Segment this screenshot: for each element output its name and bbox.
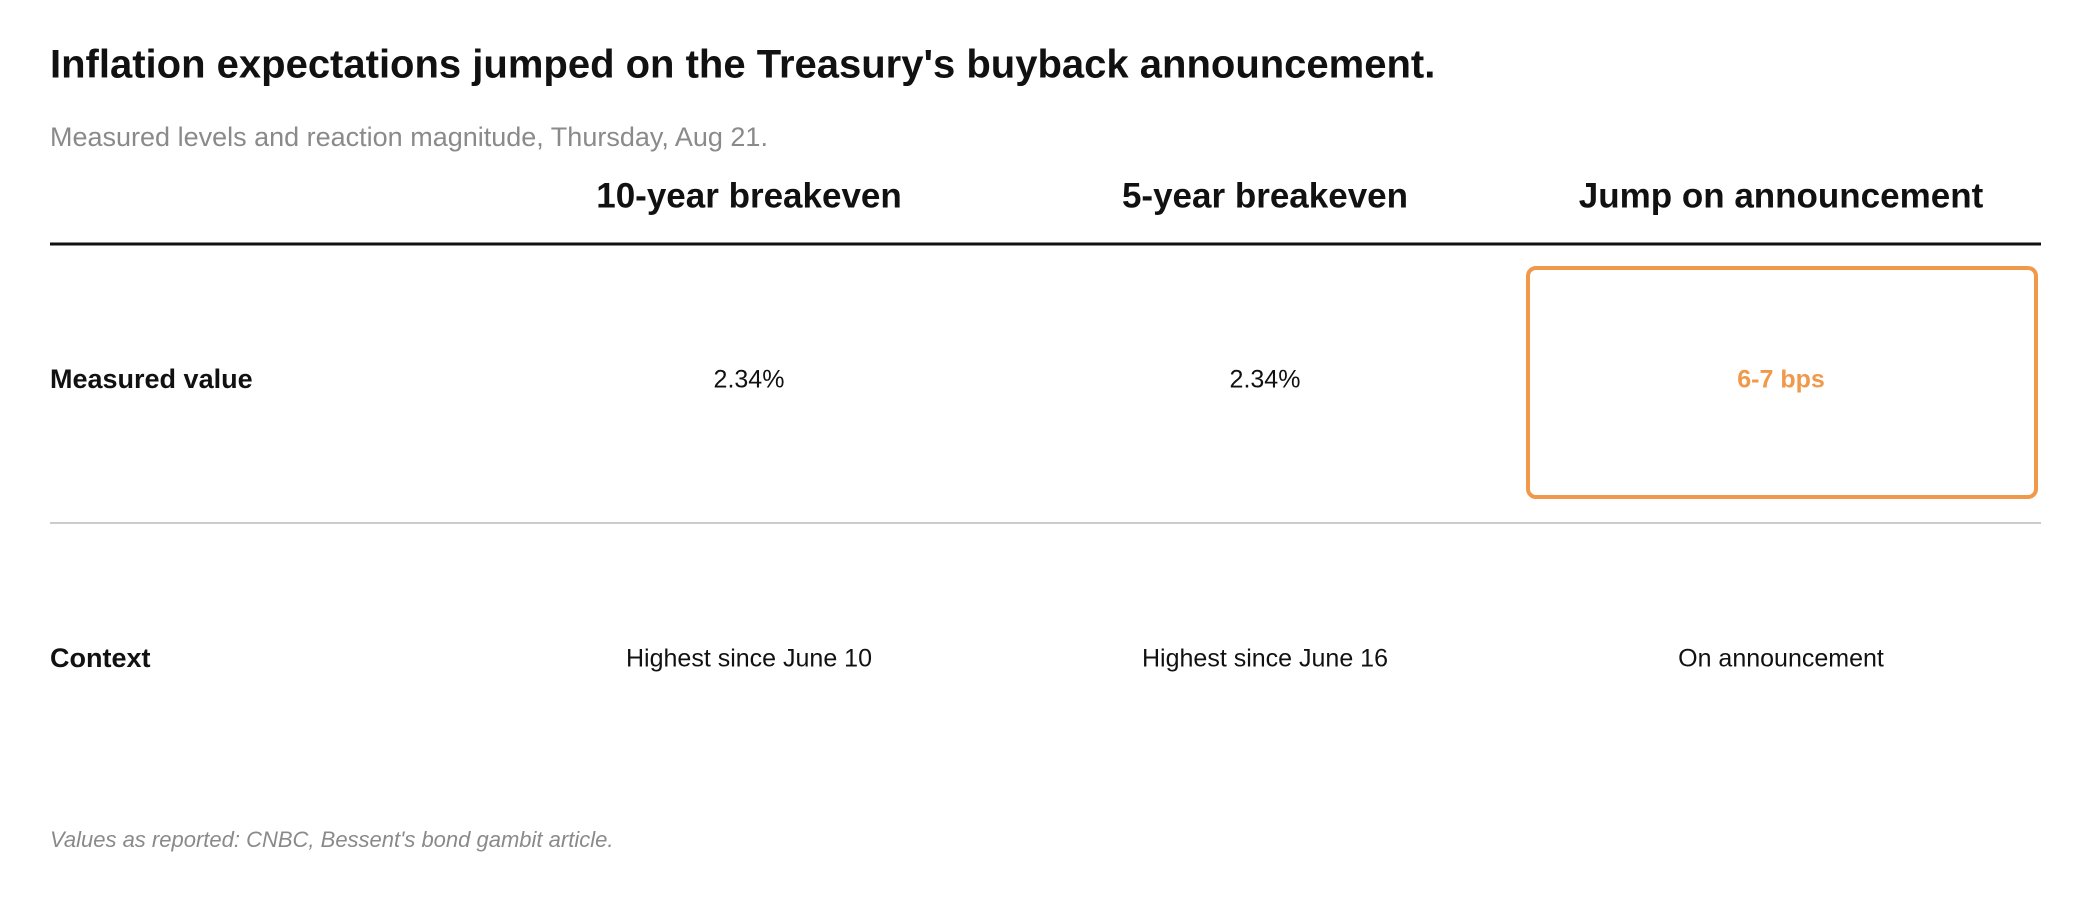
title: Inflation expectations jumped on the Tre… xyxy=(50,43,1435,87)
subtitle: Measured levels and reaction magnitude, … xyxy=(50,122,768,152)
cell: Highest since June 10 xyxy=(626,645,872,673)
highlight-cell: 6-7 bps xyxy=(1737,366,1825,394)
footnote: Values as reported: CNBC, Bessent's bond… xyxy=(50,827,613,852)
highlight-box xyxy=(1526,266,2038,499)
cell: On announcement xyxy=(1678,645,1884,673)
column-header: 5-year breakeven xyxy=(1122,176,1408,215)
column-header: Jump on announcement xyxy=(1579,176,1984,215)
column-header: 10-year breakeven xyxy=(596,176,902,215)
cell: 2.34% xyxy=(714,366,785,394)
row-label: Measured value xyxy=(50,364,253,394)
cell: Highest since June 16 xyxy=(1142,645,1388,673)
cell: 2.34% xyxy=(1230,366,1301,394)
row-label: Context xyxy=(50,643,151,673)
